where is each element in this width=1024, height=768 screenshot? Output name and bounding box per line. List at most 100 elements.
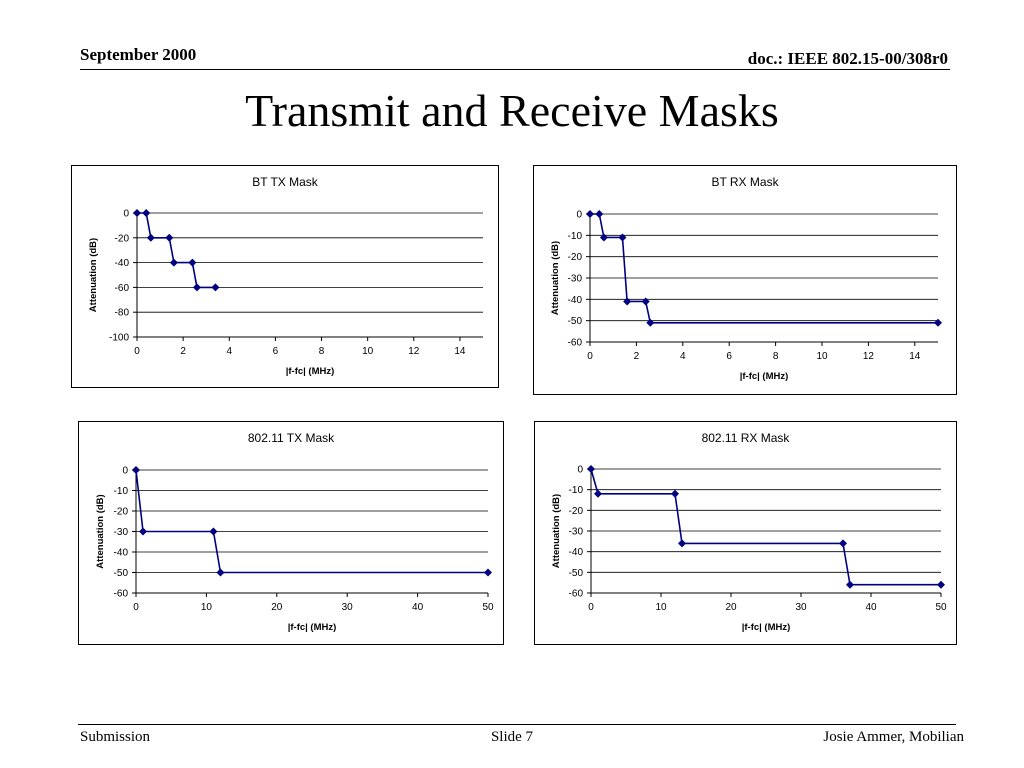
x-tick-label: 0 [587,351,593,362]
data-point [671,489,679,498]
data-point [586,210,594,218]
data-point [678,539,686,548]
data-point [132,466,140,474]
x-tick-label: 2 [634,351,640,362]
y-tick-label: -10 [114,486,129,497]
data-point [646,318,655,327]
chart-svg: BT TX Mask 0 -20 -40 -60 -80 -100 0 2 4 6 8 10 12 14 |f… [88,175,483,377]
chart-title: 802.11 RX Mask [702,431,791,445]
slide-title: Transmit and Receive Masks [245,85,779,136]
data-point [211,283,220,292]
series-line [590,468,941,586]
y-tick-label: 0 [577,465,583,476]
chart-svg: 802.11 RX Mask 0 -10 -20 -30 -40 -50 -60 0 10 20 30… [551,431,947,633]
chart-title: BT TX Mask [252,175,319,189]
data-point [192,283,201,292]
data-point [623,297,632,306]
x-axis-label: |f-fc| (MHz) [288,622,337,633]
header-date: September 2000 [80,45,197,64]
header-doc-id: doc.: IEEE 802.15-00/308r0 [747,49,948,68]
y-tick-label: 0 [123,209,129,220]
chart-bt-tx-mask: BT TX Mask 0 -20 -40 -60 -80 -100 0 2 4 6 8 10 12 14 |f… [71,165,499,388]
x-tick-label: 50 [935,602,947,613]
y-axis-label: Attenuation (dB) [551,494,562,568]
y-axis-label: Attenuation (dB) [550,241,561,315]
y-tick-label: -50 [568,316,583,327]
x-tick-label: 10 [816,351,828,362]
x-tick-label: 14 [454,346,466,357]
chart-802-11-rx-mask: 802.11 RX Mask 0 -10 -20 -30 -40 -50 -60 0 10 20 30… [534,421,957,645]
y-tick-label: -30 [568,274,583,285]
data-point [142,209,151,217]
x-tick-label: 50 [482,602,494,613]
data-point [599,233,608,242]
footer-slide-number: Slide 7 [490,729,534,745]
x-tick-label: 6 [726,351,732,362]
y-tick-label: -20 [115,233,130,244]
x-tick-label: 20 [271,602,283,613]
x-axis-label: |f-fc| (MHz) [740,371,789,382]
y-axis-label: Attenuation (dB) [95,494,106,568]
x-tick-label: 0 [134,346,140,357]
y-tick-label: -30 [114,527,129,538]
chart-bt-rx-mask: BT RX Mask 0 -10 -20 -30 -40 -50 -60 0 2 4 6 8 10 12 14… [533,165,957,395]
y-tick-label: -40 [115,258,130,269]
chart-title: 802.11 TX Mask [248,431,335,445]
data-point [484,568,492,577]
y-tick-label: -60 [568,338,583,349]
x-tick-label: 0 [133,602,139,613]
y-tick-label: -40 [114,548,129,559]
data-point [209,527,218,536]
y-tick-label: 0 [576,210,582,221]
x-tick-label: 40 [412,602,424,613]
series-line [135,469,488,574]
y-tick-label: -100 [109,333,129,344]
y-tick-label: -60 [115,283,130,294]
footer-rule [78,724,956,725]
data-point [934,318,942,327]
data-point [216,568,225,577]
x-tick-label: 14 [909,351,921,362]
x-tick-label: 6 [273,346,279,357]
y-tick-label: -10 [569,485,584,496]
x-tick-label: 10 [655,602,667,613]
header-rule [80,69,950,70]
x-tick-label: 8 [319,346,325,357]
footer-author: Josie Ammer, Mobilian [823,729,964,745]
data-point [618,233,627,242]
y-tick-label: -10 [568,231,583,242]
series-line [590,213,938,324]
x-tick-label: 30 [342,602,354,613]
y-tick-label: -60 [569,589,584,600]
x-tick-label: 2 [180,346,186,357]
chart-802-11-tx-mask: 802.11 TX Mask 0 -10 -20 -30 -40 -50 -60 0 10 20 30… [78,421,504,645]
data-point [587,465,595,473]
x-axis-label: |f-fc| (MHz) [286,366,335,377]
data-point [595,210,604,218]
y-tick-label: -20 [114,507,129,518]
data-point [594,489,602,498]
data-point [937,580,945,589]
chart-title: BT RX Mask [711,175,779,189]
x-tick-label: 10 [362,346,374,357]
footer-submission: Submission [80,729,151,745]
x-tick-label: 10 [201,602,213,613]
x-tick-label: 4 [680,351,686,362]
x-tick-label: 20 [725,602,737,613]
x-tick-label: 4 [226,346,232,357]
y-tick-label: -20 [569,506,584,517]
data-point [846,580,854,589]
y-tick-label: -60 [114,589,129,600]
data-point [188,258,197,267]
series-line [137,212,216,289]
data-point [165,233,174,242]
x-tick-label: 12 [408,346,420,357]
y-tick-label: 0 [122,466,128,477]
x-tick-label: 0 [588,602,594,613]
x-tick-label: 12 [863,351,875,362]
data-point [146,233,155,242]
y-tick-label: -80 [115,308,130,319]
y-tick-label: -50 [114,568,129,579]
y-tick-label: -20 [568,252,583,263]
data-point [641,297,650,306]
